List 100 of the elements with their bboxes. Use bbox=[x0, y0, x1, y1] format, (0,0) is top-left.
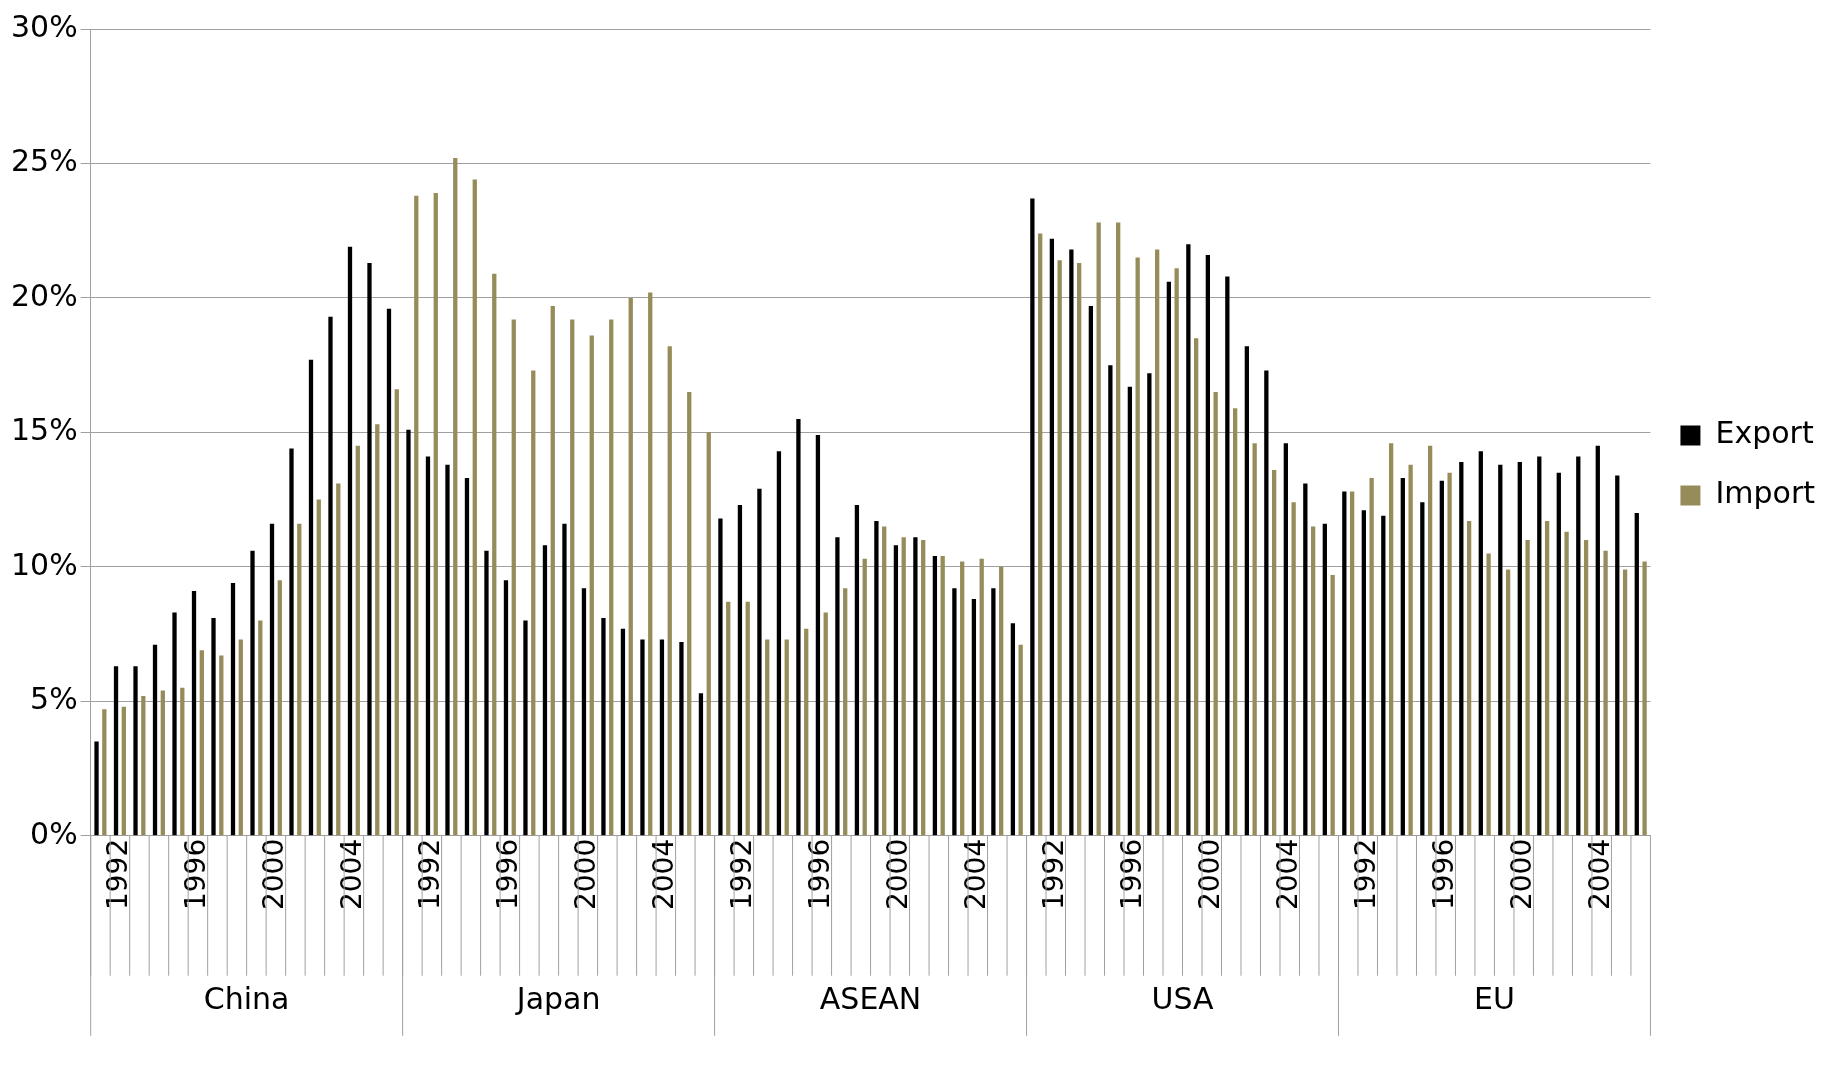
bar bbox=[1077, 262, 1082, 836]
bar bbox=[1505, 569, 1511, 836]
bar bbox=[219, 655, 224, 836]
bar bbox=[1603, 550, 1608, 836]
bar bbox=[1537, 456, 1542, 836]
bar bbox=[386, 308, 392, 836]
bar bbox=[765, 639, 770, 836]
x-tick-label: 1992 bbox=[1037, 838, 1071, 911]
bar bbox=[679, 642, 684, 836]
bar bbox=[1205, 254, 1210, 836]
x-tick-label: 1992 bbox=[413, 838, 447, 911]
bar bbox=[796, 418, 801, 836]
bar bbox=[1408, 464, 1413, 836]
bar bbox=[199, 650, 204, 836]
x-tick-label: 1996 bbox=[803, 838, 837, 911]
bar bbox=[815, 435, 821, 836]
x-tick-label: 2000 bbox=[1193, 838, 1227, 911]
bar bbox=[141, 695, 146, 836]
bar bbox=[784, 639, 789, 836]
x-tick-label: 2000 bbox=[257, 838, 291, 911]
y-tick-label: 5% bbox=[30, 681, 78, 717]
text: EU bbox=[1474, 980, 1515, 1016]
bar bbox=[1252, 443, 1257, 836]
x-tick-label: 1992 bbox=[725, 838, 759, 911]
bar bbox=[1038, 233, 1043, 836]
bar bbox=[1135, 257, 1140, 836]
bar bbox=[1459, 461, 1464, 836]
bar bbox=[971, 599, 977, 836]
bar bbox=[1381, 515, 1386, 836]
bar bbox=[921, 539, 926, 836]
bar bbox=[328, 316, 333, 836]
bar bbox=[940, 556, 945, 836]
bar bbox=[1186, 244, 1191, 836]
bar bbox=[843, 588, 848, 836]
bar bbox=[932, 556, 938, 836]
bar bbox=[1427, 445, 1433, 836]
bar bbox=[289, 448, 294, 836]
bar bbox=[180, 687, 185, 836]
bar bbox=[706, 432, 711, 836]
bar bbox=[687, 392, 692, 836]
bar bbox=[1303, 483, 1308, 836]
bar bbox=[1322, 523, 1327, 836]
bar bbox=[316, 499, 321, 836]
bar bbox=[882, 526, 887, 836]
bar bbox=[133, 666, 138, 836]
bar bbox=[745, 601, 750, 836]
bar bbox=[1310, 526, 1316, 836]
bar bbox=[628, 297, 633, 836]
text: USA bbox=[1151, 980, 1215, 1016]
bar bbox=[492, 273, 497, 836]
y-tick-label: 10% bbox=[10, 546, 78, 582]
bar bbox=[1272, 470, 1277, 836]
bar bbox=[562, 523, 567, 836]
bar bbox=[445, 464, 450, 836]
bar bbox=[757, 488, 762, 836]
bar bbox=[152, 644, 158, 836]
bar bbox=[991, 588, 996, 836]
x-tick-label: 2004 bbox=[1271, 838, 1305, 911]
bar bbox=[1517, 461, 1522, 836]
bar bbox=[1576, 456, 1581, 836]
bar bbox=[1466, 521, 1472, 836]
x-tick-label: 1996 bbox=[491, 838, 525, 911]
bar bbox=[1498, 464, 1503, 836]
bar bbox=[648, 292, 653, 836]
bar bbox=[570, 319, 575, 836]
bar bbox=[609, 319, 614, 836]
bar bbox=[1194, 338, 1199, 836]
bar bbox=[1564, 531, 1569, 836]
bar bbox=[406, 429, 411, 836]
bar bbox=[523, 620, 528, 836]
bar bbox=[640, 639, 645, 836]
bar bbox=[718, 518, 723, 836]
bar bbox=[1147, 373, 1152, 836]
bar bbox=[1342, 491, 1347, 836]
bar bbox=[1049, 238, 1055, 836]
bar bbox=[1486, 553, 1491, 836]
bar bbox=[121, 706, 126, 836]
bar bbox=[862, 558, 867, 836]
bar bbox=[511, 319, 516, 836]
legend-label: Export bbox=[1715, 415, 1814, 451]
bar bbox=[835, 537, 840, 836]
bar bbox=[1127, 386, 1133, 836]
bar bbox=[550, 305, 555, 836]
bar bbox=[1166, 281, 1172, 836]
bar bbox=[1069, 249, 1074, 836]
bar bbox=[336, 483, 341, 836]
bar bbox=[472, 179, 477, 836]
bar bbox=[1096, 222, 1101, 836]
bar bbox=[102, 709, 107, 836]
x-tick-label: 2004 bbox=[959, 838, 993, 911]
bar bbox=[258, 620, 263, 836]
bar bbox=[191, 591, 197, 836]
bar bbox=[484, 550, 489, 836]
bar bbox=[94, 741, 99, 836]
x-tick-label: 1996 bbox=[1427, 838, 1460, 911]
bar bbox=[1283, 443, 1288, 836]
bar bbox=[1291, 502, 1296, 836]
bar bbox=[960, 561, 965, 836]
y-tick-label: 20% bbox=[10, 277, 78, 313]
text: ASEAN bbox=[819, 980, 922, 1016]
